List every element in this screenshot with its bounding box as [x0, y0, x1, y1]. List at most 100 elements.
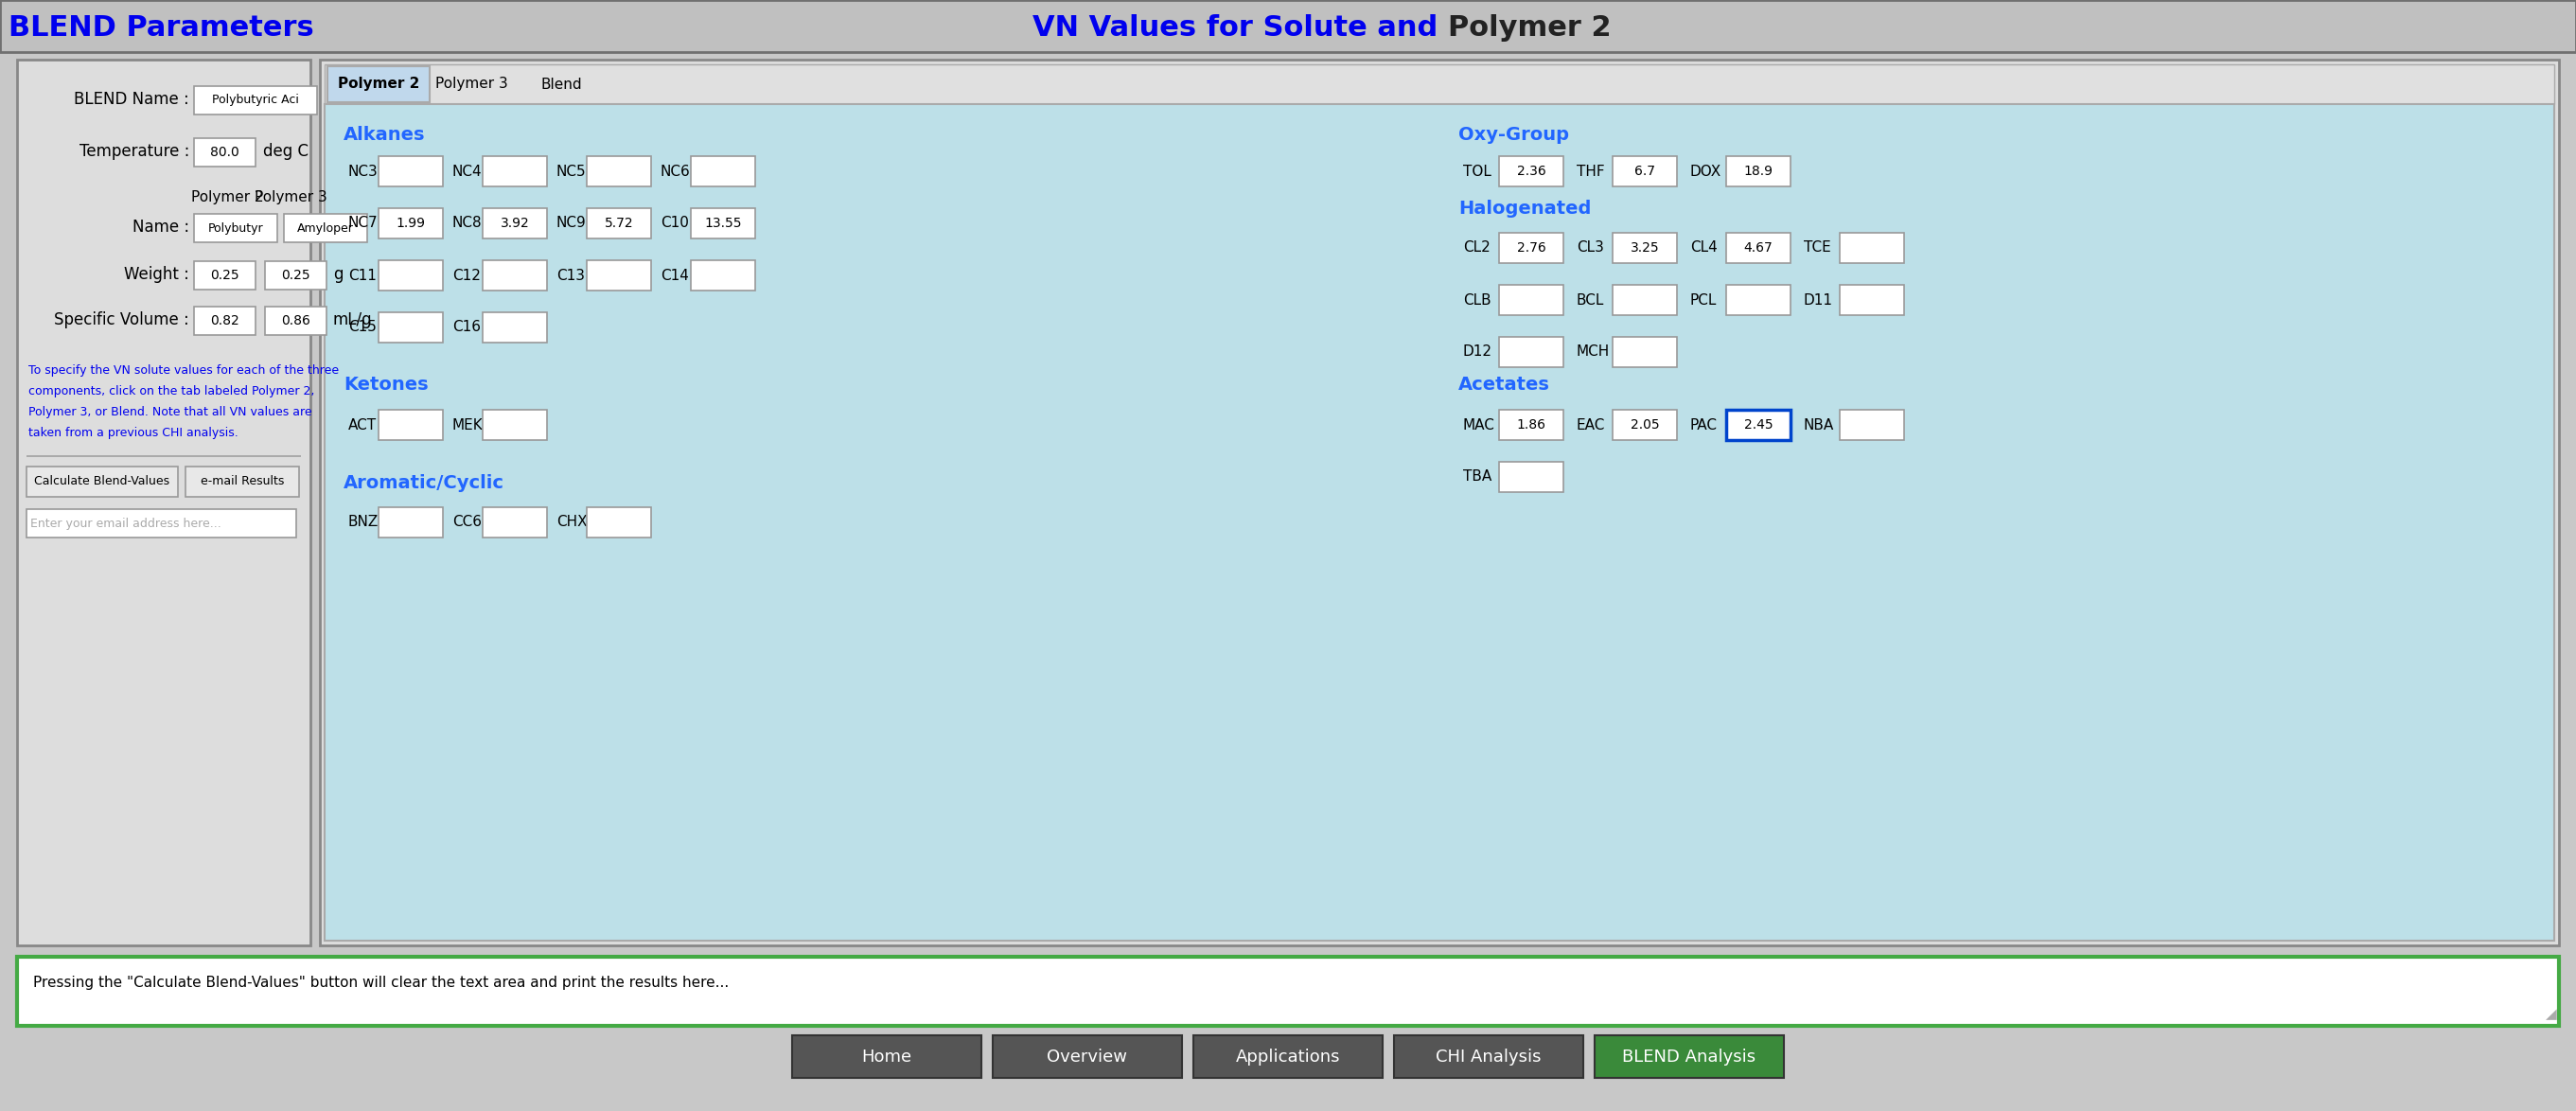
Bar: [1613, 284, 1677, 316]
Text: 18.9: 18.9: [1744, 164, 1772, 178]
Bar: [992, 1035, 1182, 1078]
Text: BLEND Name :: BLEND Name :: [75, 91, 188, 108]
Bar: [1613, 233, 1677, 263]
Text: D12: D12: [1463, 344, 1492, 359]
Text: D11: D11: [1803, 293, 1834, 307]
Text: NC7: NC7: [348, 217, 379, 230]
Text: CL4: CL4: [1690, 241, 1718, 256]
Text: Polymer 3: Polymer 3: [435, 77, 507, 91]
Text: NC6: NC6: [659, 164, 690, 179]
Text: 2.05: 2.05: [1631, 418, 1659, 431]
Bar: [283, 214, 368, 242]
Bar: [482, 260, 546, 290]
Text: 13.55: 13.55: [703, 217, 742, 230]
Text: Polybutyric Aci: Polybutyric Aci: [211, 94, 299, 107]
Text: MEK: MEK: [453, 418, 484, 432]
Text: Aromatic/Cyclic: Aromatic/Cyclic: [343, 473, 505, 492]
Text: g: g: [332, 266, 343, 283]
Text: C14: C14: [659, 268, 688, 282]
Text: MCH: MCH: [1577, 344, 1610, 359]
Bar: [1499, 233, 1564, 263]
Text: TBA: TBA: [1463, 470, 1492, 484]
Bar: [265, 261, 327, 290]
Bar: [1839, 284, 1904, 316]
Bar: [1499, 337, 1564, 367]
Bar: [1499, 462, 1564, 492]
Text: Blend: Blend: [541, 77, 582, 91]
Text: CL2: CL2: [1463, 241, 1492, 256]
Text: 4.67: 4.67: [1744, 241, 1772, 254]
Text: C11: C11: [348, 268, 376, 282]
Text: 2.76: 2.76: [1517, 241, 1546, 254]
Text: NC3: NC3: [348, 164, 379, 179]
Text: CLB: CLB: [1463, 293, 1492, 307]
Bar: [327, 67, 430, 102]
Text: THF: THF: [1577, 164, 1605, 179]
Text: Home: Home: [860, 1048, 912, 1065]
Bar: [379, 260, 443, 290]
Text: CC6: CC6: [453, 516, 482, 530]
Bar: [26, 509, 296, 538]
Text: 1.99: 1.99: [397, 217, 425, 230]
Bar: [18, 957, 2558, 1025]
Text: Enter your email address here...: Enter your email address here...: [31, 518, 222, 530]
Text: Ketones: Ketones: [343, 377, 428, 394]
Bar: [1613, 410, 1677, 440]
Bar: [26, 456, 301, 457]
Text: C15: C15: [348, 320, 376, 334]
Bar: [1394, 1035, 1584, 1078]
Bar: [1726, 233, 1790, 263]
Text: NC4: NC4: [453, 164, 482, 179]
Text: e-mail Results: e-mail Results: [201, 476, 283, 488]
Bar: [193, 214, 278, 242]
Bar: [482, 312, 546, 342]
Text: 6.7: 6.7: [1633, 164, 1656, 178]
Text: To specify the VN solute values for each of the three: To specify the VN solute values for each…: [28, 364, 340, 377]
Text: NC8: NC8: [453, 217, 482, 230]
Text: 0.86: 0.86: [281, 314, 309, 328]
Bar: [325, 104, 2555, 941]
Bar: [1839, 410, 1904, 440]
Bar: [379, 208, 443, 239]
Bar: [193, 138, 255, 167]
Text: components, click on the tab labeled Polymer 2,: components, click on the tab labeled Pol…: [28, 386, 314, 398]
Text: Acetates: Acetates: [1458, 377, 1551, 394]
Text: CHX: CHX: [556, 516, 587, 530]
Text: Polymer 2: Polymer 2: [191, 190, 263, 204]
Bar: [26, 467, 178, 497]
Text: Polymer 2: Polymer 2: [337, 77, 420, 91]
Text: C13: C13: [556, 268, 585, 282]
Text: 0.25: 0.25: [211, 269, 240, 282]
Bar: [319, 60, 2558, 945]
Text: Oxy-Group: Oxy-Group: [1458, 126, 1569, 143]
Text: 80.0: 80.0: [211, 146, 240, 159]
Bar: [482, 508, 546, 538]
Text: C10: C10: [659, 217, 688, 230]
Text: 0.82: 0.82: [211, 314, 240, 328]
Text: C12: C12: [453, 268, 482, 282]
Bar: [1613, 157, 1677, 187]
Text: Weight :: Weight :: [124, 266, 188, 283]
Text: NBA: NBA: [1803, 418, 1834, 432]
Text: TCE: TCE: [1803, 241, 1832, 256]
Text: PAC: PAC: [1690, 418, 1718, 432]
Text: Polymer 2: Polymer 2: [1448, 14, 1613, 42]
Text: Halogenated: Halogenated: [1458, 199, 1592, 217]
Bar: [18, 60, 309, 945]
Text: 2.36: 2.36: [1517, 164, 1546, 178]
Bar: [379, 312, 443, 342]
Text: EAC: EAC: [1577, 418, 1605, 432]
Text: Name :: Name :: [131, 219, 188, 236]
Text: CHI Analysis: CHI Analysis: [1435, 1048, 1540, 1065]
Text: ◢: ◢: [2545, 1007, 2558, 1021]
Bar: [1499, 157, 1564, 187]
Bar: [1499, 284, 1564, 316]
Bar: [379, 410, 443, 440]
Text: Pressing the "Calculate Blend-Values" button will clear the text area and print : Pressing the "Calculate Blend-Values" bu…: [33, 977, 729, 990]
Bar: [1726, 157, 1790, 187]
Bar: [482, 410, 546, 440]
Text: DOX: DOX: [1690, 164, 1721, 179]
Text: Polymer 3, or Blend. Note that all VN values are: Polymer 3, or Blend. Note that all VN va…: [28, 407, 312, 419]
Text: Temperature :: Temperature :: [80, 143, 188, 160]
Bar: [1726, 410, 1790, 440]
